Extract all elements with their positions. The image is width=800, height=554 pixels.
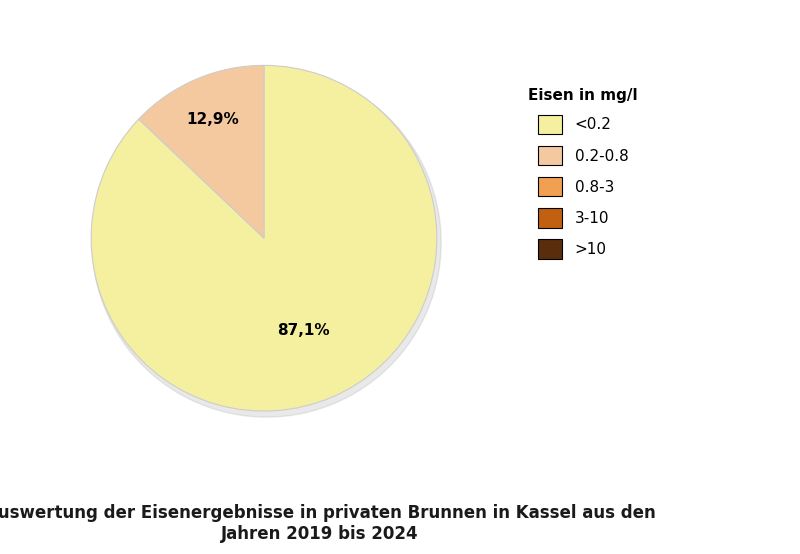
Text: Auswertung der Eisenergebnisse in privaten Brunnen in Kassel aus den
Jahren 2019: Auswertung der Eisenergebnisse in privat…: [0, 504, 655, 543]
Text: 87,1%: 87,1%: [278, 323, 330, 338]
Wedge shape: [138, 65, 264, 238]
Circle shape: [92, 68, 441, 417]
Text: 12,9%: 12,9%: [186, 111, 239, 126]
Legend: <0.2, 0.2-0.8, 0.8-3, 3-10, >10: <0.2, 0.2-0.8, 0.8-3, 3-10, >10: [522, 82, 644, 265]
Wedge shape: [91, 65, 437, 411]
